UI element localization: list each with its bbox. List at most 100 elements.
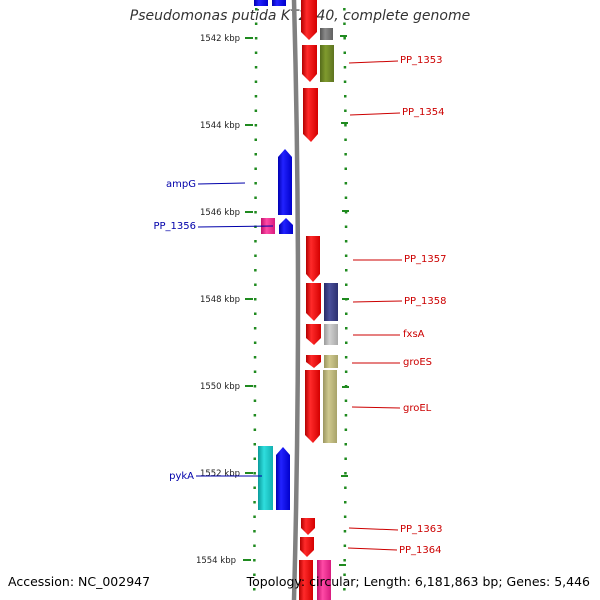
ruler-dot [253,588,256,591]
ruler-dot [253,457,256,460]
ruler-dot [344,501,347,504]
ruler-dot [344,428,348,431]
ruler-dot [343,51,346,54]
gene-label-pp-1357[interactable]: PP_1357 [404,254,447,265]
ruler-dot [254,269,257,272]
gene-cog-fxsa[interactable] [324,324,338,345]
ruler-dot [344,109,347,112]
ruler-dot [344,211,348,214]
ruler-dot [343,559,346,562]
ruler-dot [344,196,348,199]
ruler-dot [343,22,346,25]
gene-label-pp-1353[interactable]: PP_1353 [400,55,443,66]
gene-arrow-groel[interactable] [305,370,320,443]
ruler-dot [344,457,347,460]
ruler-dot [343,8,346,11]
ruler-dot [254,298,257,301]
ruler-dot [344,370,348,373]
ruler-dot [254,196,257,199]
ruler-dot [253,428,257,431]
gene-arrow-pp-1358[interactable] [306,283,321,321]
gene-cog-groel[interactable] [323,370,337,443]
ruler-dot [344,167,347,170]
gene-cog-pyka[interactable] [258,446,273,510]
ruler-dot [254,312,257,315]
gene-label-groes[interactable]: groES [403,357,432,368]
tick-1550: 1550 kbp [200,382,349,392]
ruler-dot [344,486,347,489]
ruler-dot [253,370,257,373]
ruler-dot [253,327,257,330]
ruler-dot [343,80,347,83]
gene-arrow-ampg[interactable] [278,149,292,215]
gene-arrow[interactable] [320,28,333,40]
ruler-dot [253,399,257,402]
ruler-dot [253,544,256,547]
gene-label-pp-1358[interactable]: PP_1358 [404,296,447,307]
gene-cog-pp-1353[interactable] [320,45,334,82]
gene-arrow-pyka[interactable] [276,447,290,510]
tick-1544: 1544 kbp [200,121,348,131]
ruler-dot [254,283,257,286]
ruler-dot [254,240,257,243]
tick-1546: 1546 kbp [200,208,349,218]
ruler-dot [345,341,348,344]
gene-label-pp-1356[interactable]: PP_1356 [153,221,196,232]
gene-arrow-pp-1356[interactable] [279,218,293,234]
ruler-dot [345,283,348,286]
ruler-dot [343,573,346,576]
ruler-dot [344,182,348,185]
ruler-dot [254,225,257,228]
gene-cog-pp-1358[interactable] [324,283,338,321]
gene-label-ampg[interactable]: ampG [166,179,196,190]
tick-label: 1544 kbp [200,121,240,131]
tick-label: 1548 kbp [200,295,240,305]
ruler-dot [345,327,348,330]
tick-1548: 1548 kbp [200,295,349,305]
gene-arrow[interactable] [299,560,313,600]
gene-arrow-pp-1363[interactable] [301,518,315,535]
gene-label-fxsa[interactable]: fxsA [403,329,425,340]
ruler-dot [254,138,257,141]
ruler-dot [254,182,257,185]
ruler-dot [253,472,256,475]
gene-arrow-pp-1357[interactable] [306,236,320,282]
ruler-dot [254,211,257,214]
ruler-dot [253,414,257,417]
gene-label-pp-1364[interactable]: PP_1364 [399,545,442,556]
gene-arrow-pp-1353[interactable] [302,45,317,82]
ruler-dot [253,573,256,576]
tick-1552: 1552 kbp [200,469,348,479]
gene-arrow[interactable] [272,0,286,6]
ruler-dot [344,414,348,417]
gene-cog-groes[interactable] [324,355,338,368]
ruler-dot [343,588,346,591]
gene-arrow[interactable] [254,0,268,6]
gene-arrow-pp-1364[interactable] [300,537,314,557]
gene-arrow-pp-1354[interactable] [303,88,318,142]
accession-text: Accession: NC_002947 [8,574,151,589]
gene-arrow-fxsa[interactable] [306,324,321,345]
ruler-dot [253,356,257,359]
gene-label-pp-1363[interactable]: PP_1363 [400,524,443,535]
gene-label-pp-1354[interactable]: PP_1354 [402,107,445,118]
ruler-dots [253,8,348,591]
ruler-dot [343,37,346,40]
ruler-dot [344,399,348,402]
ruler-dot [343,544,347,547]
gene-cog[interactable] [317,560,331,600]
gene-label-pyka[interactable]: pykA [169,471,194,482]
gene-arrow[interactable] [301,0,317,40]
ruler-dot [254,80,258,83]
gene-label-groel[interactable]: groEL [403,403,432,414]
tick-label: 1550 kbp [200,382,240,392]
ruler-dot [254,124,258,127]
ruler-dot [255,8,258,11]
genome-backbone [291,0,301,600]
gene-features [254,0,338,600]
map-title: Pseudomonas putida KT2440, complete geno… [129,8,471,24]
genome-summary-text: Topology: circular; Length: 6,181,863 bp… [246,574,590,589]
ruler-dot [253,501,256,504]
gene-arrow-groes[interactable] [306,355,321,368]
